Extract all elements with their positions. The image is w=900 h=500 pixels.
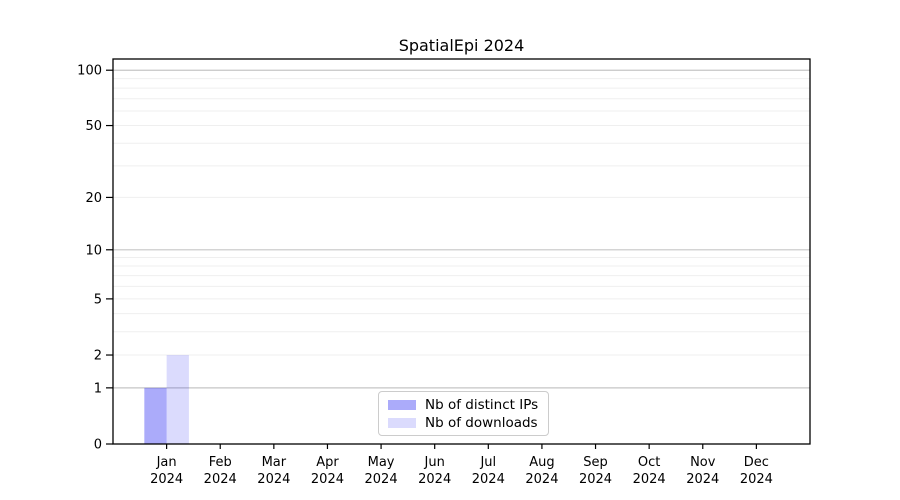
x-tick-label-jan: Jan [156,455,177,470]
x-tick-label-year-mar: 2024 [257,472,290,487]
x-tick-label-aug: Aug [529,455,554,470]
legend-item-downloads: Nb of downloads [388,414,538,431]
x-tick-label-year-oct: 2024 [633,472,666,487]
y-tick-label-2: 2 [94,349,102,364]
bar-downloads-jan [166,355,189,444]
bar-distinct-ips-jan [144,387,167,444]
x-tick-label-year-dec: 2024 [740,472,773,487]
x-tick-label-year-sep: 2024 [579,472,612,487]
x-tick-label-feb: Feb [209,455,232,470]
x-tick-label-sep: Sep [583,455,608,470]
y-tick-label-20: 20 [85,191,102,206]
x-tick-label-year-jul: 2024 [472,472,505,487]
chart-title: SpatialEpi 2024 [398,36,525,55]
legend-label-downloads: Nb of downloads [425,414,538,431]
y-tick-label-50: 50 [85,119,102,134]
y-tick-label-1: 1 [94,381,102,396]
x-tick-label-nov: Nov [690,455,716,470]
legend-label-distinct-ips: Nb of distinct IPs [425,396,539,413]
legend-swatch-downloads [388,417,416,428]
x-tick-label-mar: Mar [262,455,287,470]
x-tick-label-may: May [368,455,395,470]
legend: Nb of distinct IPs Nb of downloads [378,391,550,436]
y-tick-label-100: 100 [77,64,102,79]
x-tick-label-year-apr: 2024 [311,472,344,487]
x-tick-label-apr: Apr [316,455,339,470]
x-tick-label-oct: Oct [638,455,660,470]
plot-border [112,58,811,445]
x-tick-label-dec: Dec [744,455,769,470]
x-tick-label-year-may: 2024 [365,472,398,487]
y-tick-label-0: 0 [94,438,102,453]
x-tick-label-year-nov: 2024 [686,472,719,487]
x-tick-label-year-feb: 2024 [204,472,237,487]
y-tick-label-10: 10 [85,243,102,258]
legend-swatch-distinct-ips [388,399,416,410]
x-tick-label-year-aug: 2024 [525,472,558,487]
x-tick-label-jun: Jun [424,455,445,470]
y-tick-label-5: 5 [94,292,102,307]
x-tick-label-jul: Jul [479,455,496,470]
legend-item-distinct-ips: Nb of distinct IPs [388,396,538,413]
x-tick-label-year-jun: 2024 [418,472,451,487]
x-tick-label-year-jan: 2024 [150,472,183,487]
